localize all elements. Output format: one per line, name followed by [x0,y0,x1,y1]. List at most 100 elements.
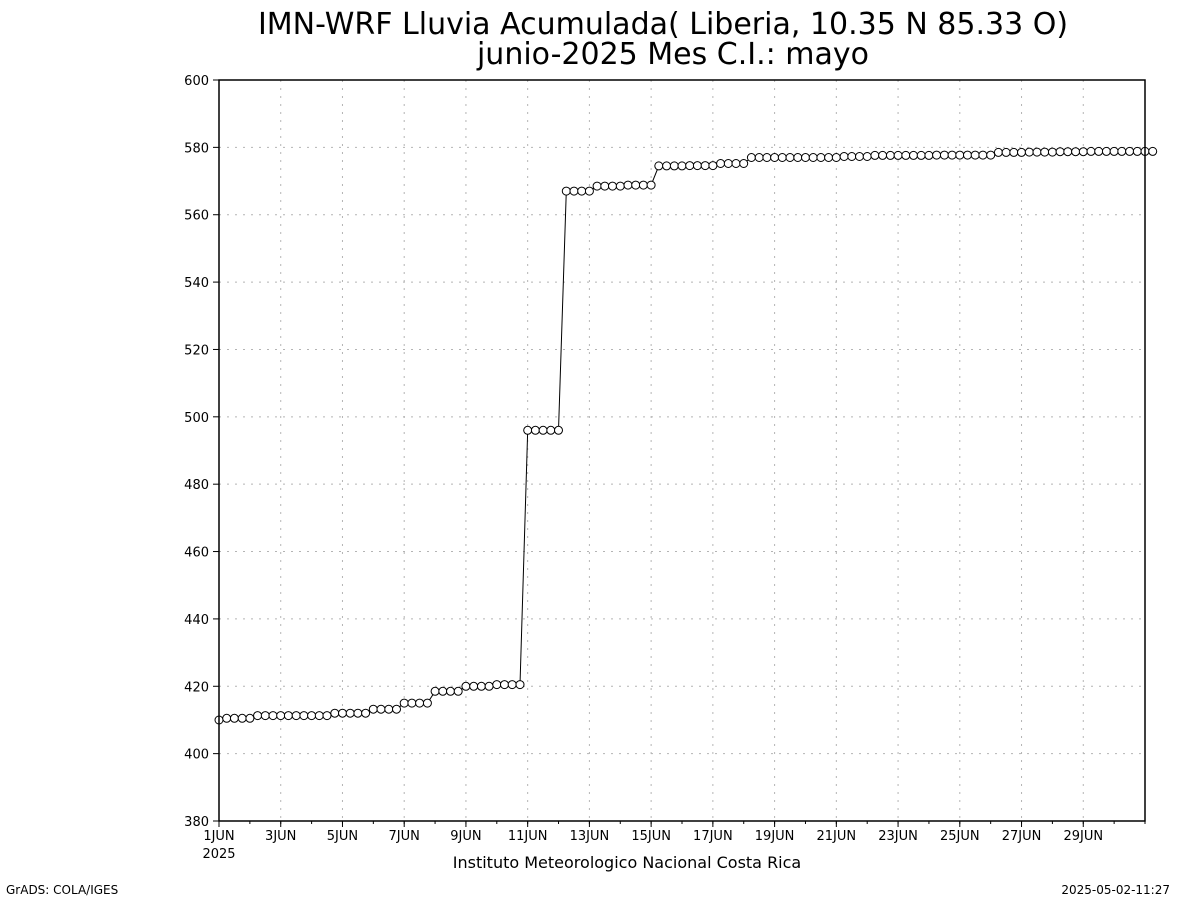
data-point [608,181,617,191]
data-point [276,711,286,721]
data-point [631,180,641,190]
x-tick-label: 17JUN [693,829,733,844]
y-tick-label: 460 [184,546,209,561]
data-point [422,698,432,708]
data-point [361,708,371,718]
data-point [368,704,378,714]
x-tick-label: 13JUN [570,829,610,844]
y-tick-label: 440 [184,613,209,628]
data-point [1055,147,1065,157]
software-credit: GrADS: COLA/IGES [6,883,118,897]
data-point [731,159,741,168]
data-point [677,161,687,171]
data-point [268,711,278,721]
data-point [1086,146,1096,156]
data-point [785,153,795,162]
data-point [716,159,726,168]
data-point [615,181,625,191]
x-tick-label: 5JUN [327,829,358,844]
data-point [754,153,764,162]
data-point [345,708,355,718]
data-point [685,161,695,171]
data-point [793,153,803,162]
data-point [870,150,880,160]
data-point [839,152,849,161]
y-tick-label: 400 [184,748,209,763]
data-point [1001,147,1011,157]
data-point [638,180,648,190]
data-point [1078,147,1088,157]
data-point [885,150,895,160]
data-point [515,680,525,690]
data-point [569,186,579,196]
data-point [530,425,540,435]
data-point [855,152,864,161]
data-point [816,153,826,162]
grid-lines [219,80,1145,821]
data-point [1148,146,1158,156]
data-point [523,425,533,435]
data-point [461,681,471,691]
data-point [1040,147,1050,157]
data-point [1132,146,1142,156]
data-point [623,180,633,190]
data-point [739,159,749,168]
x-tick-label: 3JUN [265,829,296,844]
data-point [438,686,448,696]
data-point [446,686,455,696]
data-point [376,704,386,714]
chart-subtitle: junio-2025 Mes C.I.: mayo [476,37,869,72]
y-tick-label: 520 [184,343,209,358]
x-axis: 1JUN 3JUN 5JUN 7JUN 9JUN 11JUN 13JUN 15JUN 17JUN… [203,821,1146,844]
x-tick-label: 27JUN [1002,829,1042,844]
data-point [260,711,270,721]
data-point [947,150,957,160]
data-point [932,150,942,160]
data-point [1094,146,1104,156]
data-point [399,698,409,708]
data-point [955,150,965,160]
data-point [1101,146,1111,156]
x-tick-label: 21JUN [817,829,857,844]
data-point [646,180,656,190]
x-tick-label: 7JUN [389,829,420,844]
data-point [469,681,479,691]
data-point [500,680,509,690]
x-tick-label: 9JUN [450,829,481,844]
data-point [986,150,996,160]
data-point [554,425,563,435]
data-point [862,152,872,161]
data-point [492,680,502,690]
data-point [909,150,918,160]
data-point [801,153,810,162]
data-point [777,153,787,162]
series-line [218,150,1153,721]
data-point [993,147,1003,157]
data-point [584,186,594,196]
data-point [662,161,672,171]
x-tick-label: 29JUN [1063,829,1103,844]
data-point [291,711,301,721]
y-tick-label: 380 [184,815,209,830]
data-point [307,711,317,721]
data-point [970,150,980,160]
data-point [878,150,888,160]
data-point [330,708,340,718]
data-point [484,681,494,691]
data-point [546,425,556,435]
data-point [561,186,571,196]
data-point [430,686,440,696]
data-point [538,425,548,435]
data-point [847,152,857,161]
x-tick-label: 11JUN [508,829,548,844]
y-axis: 380 400 420 440 460 480 500 520 540 560 580 600 [184,74,219,830]
data-point [1117,146,1127,156]
data-point [1063,147,1073,157]
data-point [963,150,972,160]
plot-frame [218,79,1146,822]
data-point [322,711,332,721]
data-point [893,150,903,160]
data-point [283,711,293,721]
y-tick-label: 420 [184,680,209,695]
